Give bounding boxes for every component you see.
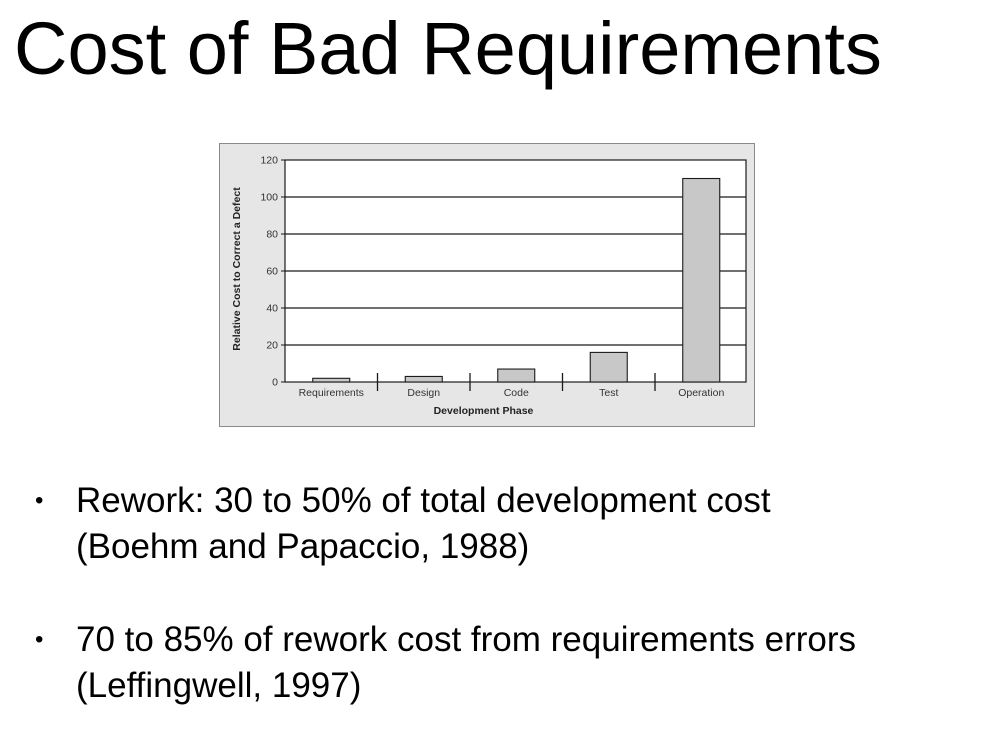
- x-tick-label: Code: [504, 387, 529, 399]
- y-tick-label: 120: [260, 155, 278, 167]
- bar-chart: 0 20 40 60 80 100 120 Requirements Design Code Tes…: [231, 155, 747, 417]
- y-tick-label: 60: [266, 266, 278, 278]
- bullet-text-line: 70 to 85% of rework cost from requiremen…: [76, 620, 857, 659]
- slide-title: Cost of Bad Requirements: [14, 7, 882, 90]
- bar: [312, 377, 351, 383]
- y-tick-label: 80: [266, 229, 278, 241]
- bullet-marker: •: [35, 626, 44, 653]
- y-tick-label: 100: [260, 192, 278, 204]
- y-tick-label: 20: [266, 340, 278, 352]
- y-tick-label: 0: [272, 377, 278, 389]
- x-tick-label: Test: [599, 387, 618, 399]
- y-tick-label: 40: [266, 303, 278, 315]
- bar: [589, 351, 628, 383]
- bullet-marker: •: [35, 487, 44, 514]
- x-tick-label: Requirements: [299, 387, 364, 399]
- bar: [682, 177, 721, 383]
- bullet-item-requirements-errors: • 70 to 85% of rework cost from requirem…: [0, 617, 1006, 709]
- bullet-text-line: Rework: 30 to 50% of total development c…: [76, 481, 771, 520]
- bullet-citation-line: (Boehm and Papaccio, 1988): [76, 527, 530, 566]
- bullet-item-rework: • Rework: 30 to 50% of total development…: [0, 478, 1006, 570]
- x-axis-title: Development Phase: [434, 405, 534, 417]
- bar: [404, 375, 443, 383]
- bar: [497, 368, 536, 383]
- x-tick-label: Operation: [678, 387, 724, 399]
- x-tick-label: Design: [407, 387, 440, 399]
- bullet-citation-line: (Leffingwell, 1997): [76, 666, 362, 705]
- bar-chart-figure: 0 20 40 60 80 100 120 Requirements Design Code Tes…: [219, 143, 755, 427]
- bullet-list: • Rework: 30 to 50% of total development…: [0, 478, 1006, 756]
- y-axis-title: Relative Cost to Correct a Defect: [231, 187, 243, 351]
